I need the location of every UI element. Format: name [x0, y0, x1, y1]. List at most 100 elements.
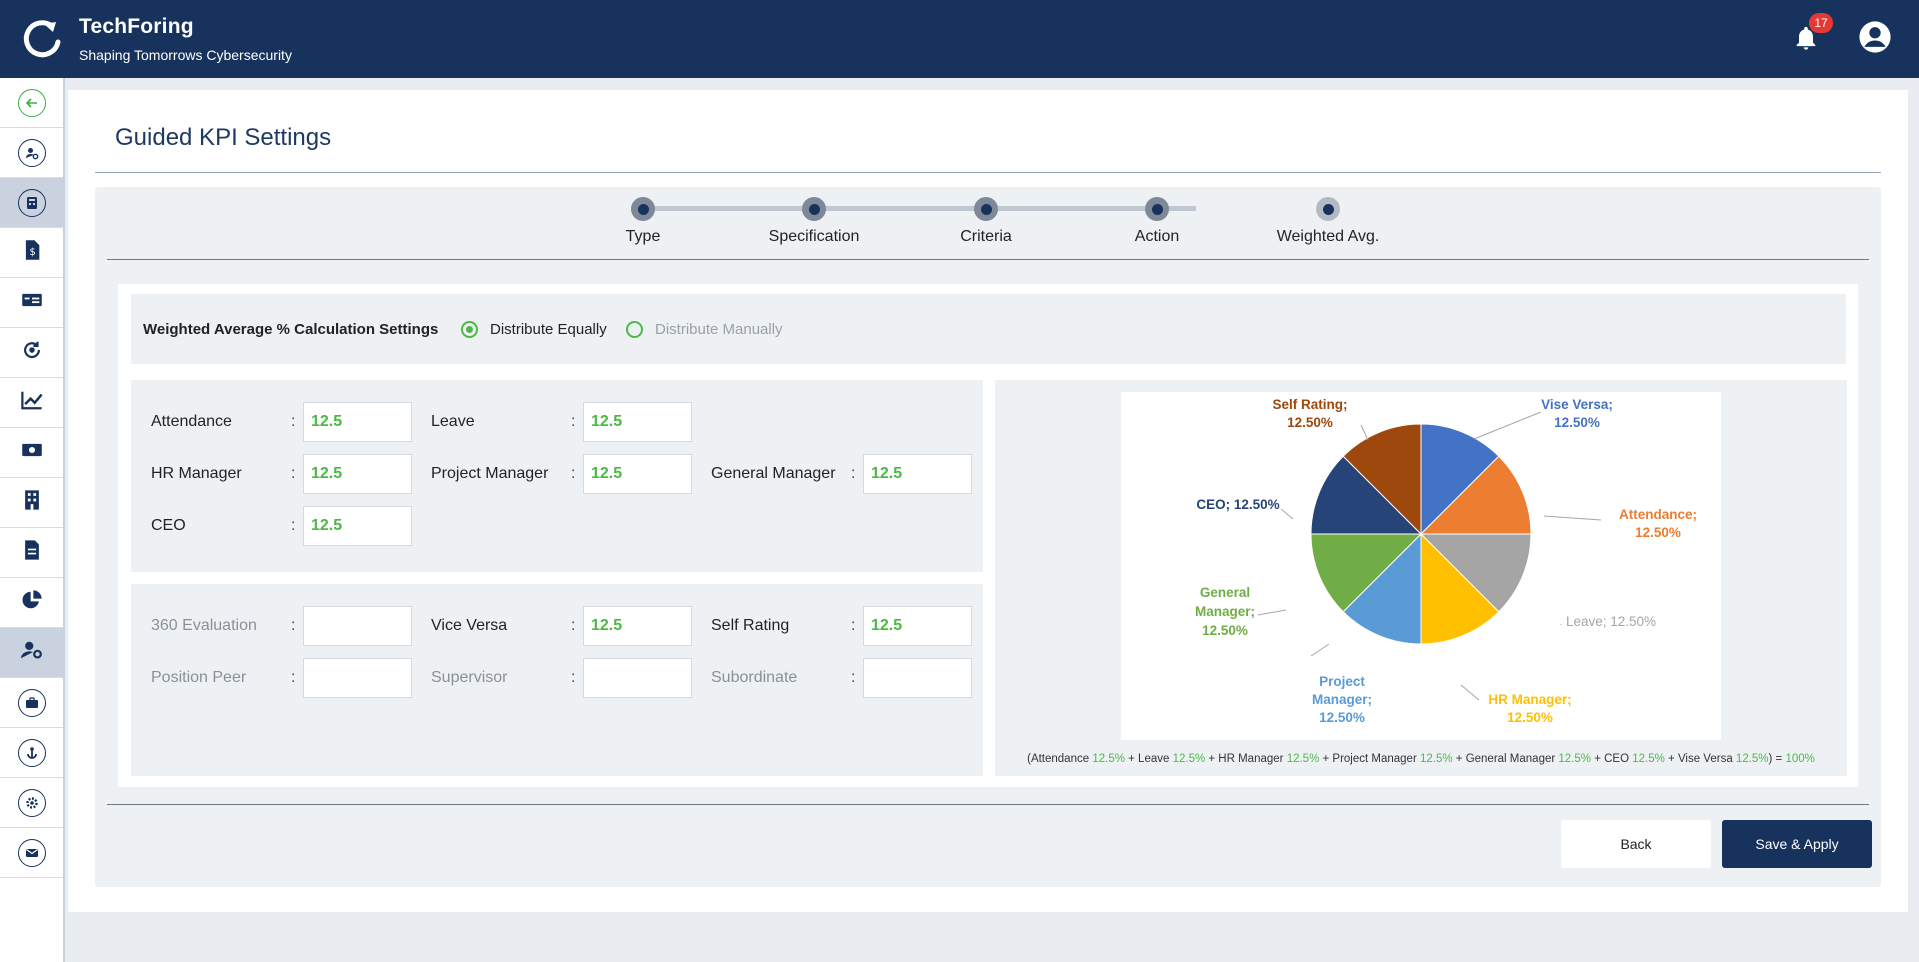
colon: :	[291, 517, 296, 534]
slice-label-general-manager-2: Manager;	[1195, 604, 1255, 619]
step-dot-criteria[interactable]	[974, 197, 998, 221]
self-rating-input[interactable]: 12.5	[863, 606, 972, 646]
criteria-weights-box: Attendance : 12.5 Leave : 12.5 HR Manage…	[131, 380, 983, 572]
sidebar-item-transactions[interactable]	[0, 328, 63, 378]
distribute-manually-radio[interactable]: Distribute Manually	[626, 321, 783, 338]
slice-label-leave: Leave; 12.50%	[1566, 614, 1656, 629]
eval-360-label: 360 Evaluation	[151, 617, 257, 634]
brand: TechForing Shaping Tomorrows Cybersecuri…	[79, 15, 292, 63]
back-button[interactable]: Back	[1561, 820, 1711, 868]
attendance-input[interactable]: 12.5	[303, 402, 412, 442]
step-label-action[interactable]: Action	[1134, 228, 1180, 245]
document-icon	[23, 539, 41, 566]
pie-chart: Vise Versa; 12.50% Attendance; 12.50% Le…	[1195, 397, 1697, 725]
sidebar-item-analytics[interactable]	[0, 378, 63, 428]
hr-manager-input[interactable]: 12.5	[303, 454, 412, 494]
slice-label-project-manager-1: Project	[1319, 674, 1365, 689]
colon: :	[291, 413, 296, 430]
step-dot-specification[interactable]	[802, 197, 826, 221]
pie-slice-hr-manager	[1420, 532, 1500, 645]
page-title: Guided KPI Settings	[115, 124, 332, 151]
project-manager-input[interactable]: 12.5	[583, 454, 692, 494]
weighted-avg-form: Weighted Average % Calculation Settings …	[118, 284, 1858, 787]
step-dot-weighted-avg[interactable]	[1316, 197, 1340, 221]
position-peer-input[interactable]	[303, 658, 412, 698]
briefcase-icon	[17, 688, 46, 717]
leave-label: Leave	[431, 413, 475, 430]
subordinate-input[interactable]	[863, 658, 972, 698]
sidebar-item-cash[interactable]	[0, 428, 63, 478]
notification-badge: 17	[1809, 13, 1833, 33]
step-label-weighted-avg[interactable]: Weighted Avg.	[1276, 228, 1380, 245]
stepper-track	[631, 206, 1196, 211]
sidebar-item-onboarding[interactable]	[0, 728, 63, 778]
sidebar-item-users[interactable]	[0, 128, 63, 178]
sidebar-item-settings[interactable]	[0, 778, 63, 828]
sidebar-item-reports[interactable]	[0, 578, 63, 628]
vice-versa-input[interactable]: 12.5	[583, 606, 692, 646]
formula-pct: 12.5%	[1632, 753, 1665, 765]
colon: :	[851, 669, 856, 686]
step-label-criteria[interactable]: Criteria	[960, 228, 1012, 245]
sidebar-item-payroll[interactable]: $	[0, 228, 63, 278]
id-card-icon	[21, 291, 43, 314]
step-dot-type[interactable]	[631, 197, 655, 221]
brand-tagline: Shaping Tomorrows Cybersecurity	[79, 47, 292, 63]
sidebar-item-jobs[interactable]	[0, 678, 63, 728]
leave-input[interactable]: 12.5	[583, 402, 692, 442]
pie-slice-attendance	[1419, 455, 1532, 535]
colon: :	[291, 669, 296, 686]
sidebar-item-organization[interactable]	[0, 478, 63, 528]
position-peer-label: Position Peer	[151, 669, 247, 686]
slice-label-vise-versa: Vise Versa;	[1541, 397, 1613, 412]
sidebar-item-kpi-settings[interactable]	[0, 628, 63, 678]
user-gear-icon	[20, 640, 43, 665]
calculation-settings-label: Weighted Average % Calculation Settings	[143, 321, 439, 338]
formula-text: (Attendance	[1027, 753, 1093, 765]
step-dot-action[interactable]	[1145, 197, 1169, 221]
attendance-label: Attendance	[151, 413, 232, 430]
sidebar-item-id-cards[interactable]	[0, 278, 63, 328]
slice-value-self-rating: 12.50%	[1287, 415, 1333, 430]
slice-value-hr-manager: 12.50%	[1507, 710, 1553, 725]
calculation-settings-bar: Weighted Average % Calculation Settings …	[131, 294, 1846, 364]
distribute-manually-label: Distribute Manually	[655, 321, 783, 338]
colon: :	[571, 617, 576, 634]
anchor-icon	[17, 738, 46, 767]
distribute-equally-label: Distribute Equally	[490, 321, 607, 338]
formula-text: + Leave	[1124, 753, 1173, 765]
slice-label-ceo: CEO; 12.50%	[1196, 497, 1279, 512]
account-icon[interactable]	[1858, 20, 1892, 54]
hr-manager-label: HR Manager	[151, 465, 242, 482]
formula-text: + Project Manager	[1319, 753, 1420, 765]
formula-pct: 12.5%	[1172, 753, 1206, 765]
save-apply-button[interactable]: Save & Apply	[1722, 820, 1872, 868]
sidebar-back-button[interactable]	[0, 78, 63, 128]
ceo-input[interactable]: 12.5	[303, 506, 412, 546]
self-rating-label: Self Rating	[711, 617, 790, 634]
radio-unchecked-icon	[626, 321, 643, 338]
supervisor-input[interactable]	[583, 658, 692, 698]
colon: :	[571, 669, 576, 686]
step-label-type[interactable]: Type	[625, 228, 661, 245]
distribute-equally-radio[interactable]: Distribute Equally	[461, 321, 607, 338]
formula-text: ) =	[1768, 753, 1786, 765]
refresh-money-icon	[21, 339, 43, 366]
slice-value-attendance: 12.50%	[1635, 525, 1681, 540]
eval-360-input[interactable]	[303, 606, 412, 646]
subordinate-label: Subordinate	[711, 669, 798, 686]
calculator-icon	[17, 188, 46, 217]
sidebar: $	[0, 78, 65, 962]
pie-slice-ceo	[1310, 455, 1423, 535]
pie-slice-self-rating	[1342, 423, 1422, 536]
stepper-divider	[107, 259, 1869, 260]
sidebar-item-messages[interactable]	[0, 828, 63, 878]
pie-chart-area: Vise Versa; 12.50% Attendance; 12.50% Le…	[1121, 392, 1721, 740]
notification-bell-icon[interactable]	[1792, 24, 1820, 52]
sidebar-item-kpi[interactable]	[0, 178, 63, 228]
radio-checked-icon	[461, 321, 478, 338]
step-label-specification[interactable]: Specification	[768, 228, 860, 245]
weight-distribution-chart-box: Vise Versa; 12.50% Attendance; 12.50% Le…	[995, 380, 1847, 776]
sidebar-item-documents[interactable]	[0, 528, 63, 578]
general-manager-input[interactable]: 12.5	[863, 454, 972, 494]
